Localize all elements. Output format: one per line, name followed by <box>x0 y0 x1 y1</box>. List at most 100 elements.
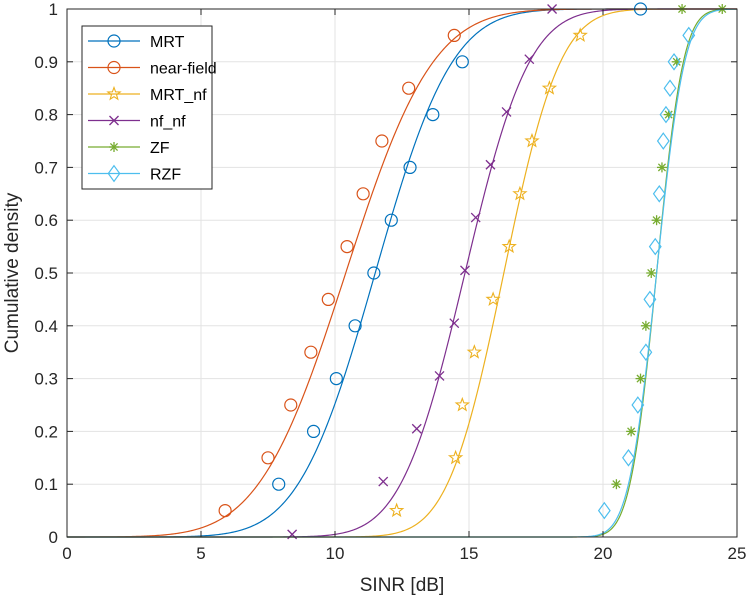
legend-label: MRT_nf <box>150 87 207 104</box>
marker-zf <box>656 162 667 173</box>
marker-rzf <box>682 26 696 45</box>
marker-mrt-nf <box>485 291 501 306</box>
marker-mrt <box>455 55 469 69</box>
marker-stroke <box>449 318 460 329</box>
legend-entry-near-field: near-field <box>88 61 217 78</box>
marker-nf-nf <box>485 159 496 170</box>
x-tick-label: 15 <box>460 544 479 563</box>
marker-zf <box>640 320 651 331</box>
marker-nf-nf <box>378 476 389 487</box>
legend-marker <box>107 34 121 48</box>
legend-marker <box>107 164 121 183</box>
marker-rzf <box>597 501 611 520</box>
marker-near-field <box>321 292 335 306</box>
legend-entry-mrt-nf: MRT_nf <box>88 85 207 104</box>
x-tick-label: 10 <box>326 544 345 563</box>
marker-rzf <box>639 343 653 362</box>
y-tick-label: 0 <box>49 528 58 547</box>
marker-rzf <box>652 184 666 203</box>
marker-stroke <box>641 321 650 330</box>
marker-stroke <box>470 212 481 223</box>
legend-marker <box>106 85 122 101</box>
y-tick-label: 1 <box>49 0 58 19</box>
marker-mrt-nf <box>572 27 588 42</box>
marker-rzf <box>648 237 662 256</box>
y-tick-label: 0.6 <box>34 211 58 230</box>
legend-entry-zf: ZF <box>88 140 170 157</box>
marker-stroke <box>657 163 667 172</box>
y-tick-label: 0.4 <box>34 317 58 336</box>
marker-stroke <box>501 107 512 117</box>
x-tick-label: 5 <box>196 544 205 563</box>
marker-stroke <box>524 54 535 65</box>
legend-entry-rzf: RZF <box>88 164 181 184</box>
marker-mrt <box>403 160 417 174</box>
marker-stroke <box>647 268 656 278</box>
x-axis-label: SINR [dB] <box>360 575 444 596</box>
marker-zf <box>626 426 637 437</box>
marker-nf-nf <box>411 423 422 434</box>
marker-mrt <box>367 266 381 280</box>
y-tick-label: 0.9 <box>34 53 58 72</box>
marker-mrt-nf <box>466 344 483 359</box>
legend: MRT near-field MRT_nf nf_nf ZF RZF <box>81 25 217 190</box>
marker-near-field <box>447 28 461 43</box>
marker-mrt-nf <box>524 132 540 148</box>
legend-marker <box>107 60 121 75</box>
marker-stroke <box>664 110 673 119</box>
marker-rzf <box>667 52 681 71</box>
y-axis-label: Cumulative density <box>2 192 23 353</box>
y-tick-label: 0.2 <box>34 422 58 441</box>
marker-stroke <box>411 423 422 434</box>
marker-near-field <box>375 134 389 148</box>
marker-stroke <box>612 480 621 489</box>
marker-near-field <box>218 504 232 518</box>
marker-zf <box>611 479 622 490</box>
legend-marker <box>109 115 119 126</box>
marker-zf <box>651 215 662 226</box>
marker-stroke <box>460 265 470 276</box>
legend-label: nf_nf <box>150 114 186 131</box>
axis-ticks: 0 5 10 15 20 25 0 0.1 0.2 0.3 0.4 0.5 0.6 0.7 0.8 0.9 1 <box>34 0 746 563</box>
marker-near-field <box>261 451 275 465</box>
marker-mrt-nf <box>541 80 558 95</box>
marker-rzf <box>663 79 677 98</box>
y-tick-label: 0.3 <box>34 370 58 389</box>
marker-mrt <box>426 107 440 122</box>
marker-mrt <box>348 319 362 333</box>
legend-box <box>81 25 213 190</box>
y-tick-label: 0.8 <box>34 106 58 125</box>
marker-stroke <box>434 371 445 381</box>
marker-mrt-nf <box>512 185 528 201</box>
legend-entry-mrt: MRT <box>88 34 185 51</box>
marker-rzf <box>643 290 657 309</box>
marker-mrt-nf <box>388 502 405 518</box>
x-tick-label: 0 <box>62 544 71 563</box>
marker-nf-nf <box>470 212 481 223</box>
marker-zf <box>646 268 657 278</box>
marker-mrt <box>384 213 398 227</box>
legend-label: RZF <box>150 167 181 184</box>
grid <box>66 8 738 538</box>
marker-stroke <box>636 374 645 383</box>
marker-near-field <box>356 187 370 201</box>
legend-entry-nf-nf: nf_nf <box>88 114 186 131</box>
marker-near-field <box>284 398 298 412</box>
marker-nf-nf <box>460 265 470 276</box>
marker-stroke <box>652 216 661 225</box>
legend-label: ZF <box>150 140 170 157</box>
marker-near-field <box>304 345 318 359</box>
marker-zf <box>635 373 646 384</box>
legend-label: MRT <box>150 34 185 51</box>
marker-rzf <box>631 396 645 414</box>
marker-mrt <box>306 424 321 438</box>
marker-mrt-nf <box>447 449 464 465</box>
y-tick-label: 0.5 <box>34 264 58 283</box>
marker-rzf <box>659 105 673 124</box>
marker-stroke <box>109 115 119 126</box>
marker-mrt <box>272 477 286 491</box>
marker-near-field <box>402 81 416 95</box>
marker-near-field <box>340 240 354 254</box>
marker-nf-nf <box>434 371 445 381</box>
